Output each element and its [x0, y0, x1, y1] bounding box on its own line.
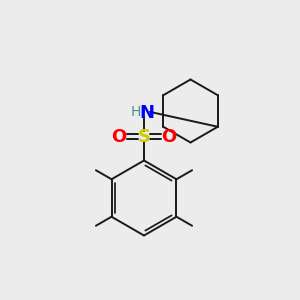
Text: H: H [130, 105, 141, 119]
Text: S: S [137, 128, 151, 146]
Text: O: O [161, 128, 176, 146]
Text: N: N [140, 104, 154, 122]
Text: O: O [112, 128, 127, 146]
